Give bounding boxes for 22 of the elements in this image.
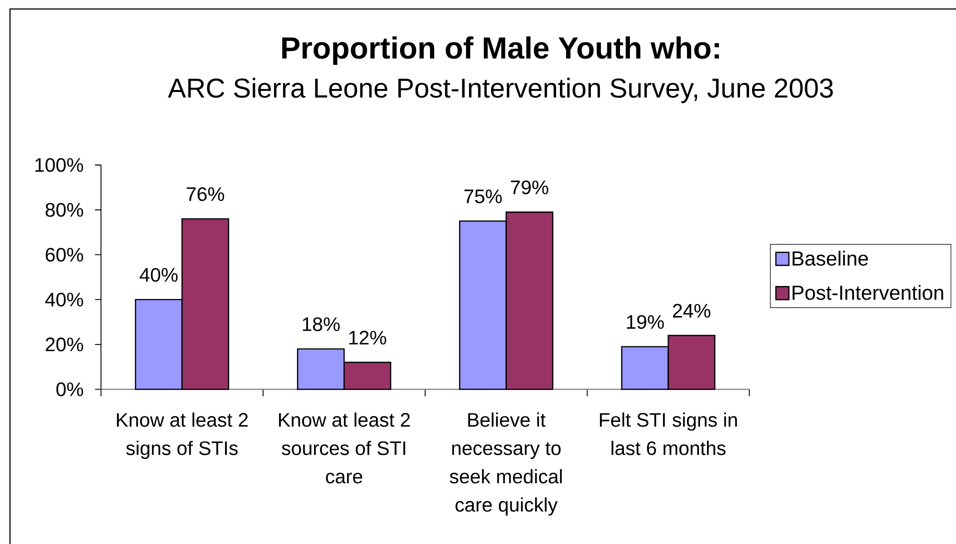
chart-subtitle: ARC Sierra Leone Post-Intervention Survey, June 2003 — [168, 78, 833, 104]
x-tick-label: Know at least 2 signs of STIs — [116, 412, 248, 459]
x-tick-label: Believe it necessary to seek medical care quickly — [450, 412, 562, 516]
chart-title: Proportion of Male Youth who: — [282, 36, 719, 65]
y-tick-label: 0% — [56, 382, 84, 396]
data-label: 18% — [302, 317, 340, 332]
data-label: 75% — [464, 190, 502, 204]
data-label: 79% — [510, 180, 548, 194]
x-tick-label: Know at least 2 sources of STI care — [279, 412, 410, 484]
x-tick-label: Felt STI signs in last 6 months — [600, 412, 737, 456]
legend-label: Post-Intervention — [792, 285, 944, 300]
legend-label: Baseline — [792, 250, 868, 266]
y-tick-label: 100% — [35, 158, 84, 172]
y-tick-label: 20% — [46, 338, 84, 352]
y-tick-label: 40% — [45, 292, 84, 306]
data-label: 19% — [626, 315, 664, 329]
data-label: 40% — [140, 268, 178, 282]
data-label: 12% — [349, 330, 386, 344]
y-tick-label: 80% — [46, 202, 84, 217]
y-tick-label: 60% — [46, 248, 84, 262]
data-label: 24% — [672, 304, 710, 318]
data-label: 76% — [186, 187, 224, 202]
